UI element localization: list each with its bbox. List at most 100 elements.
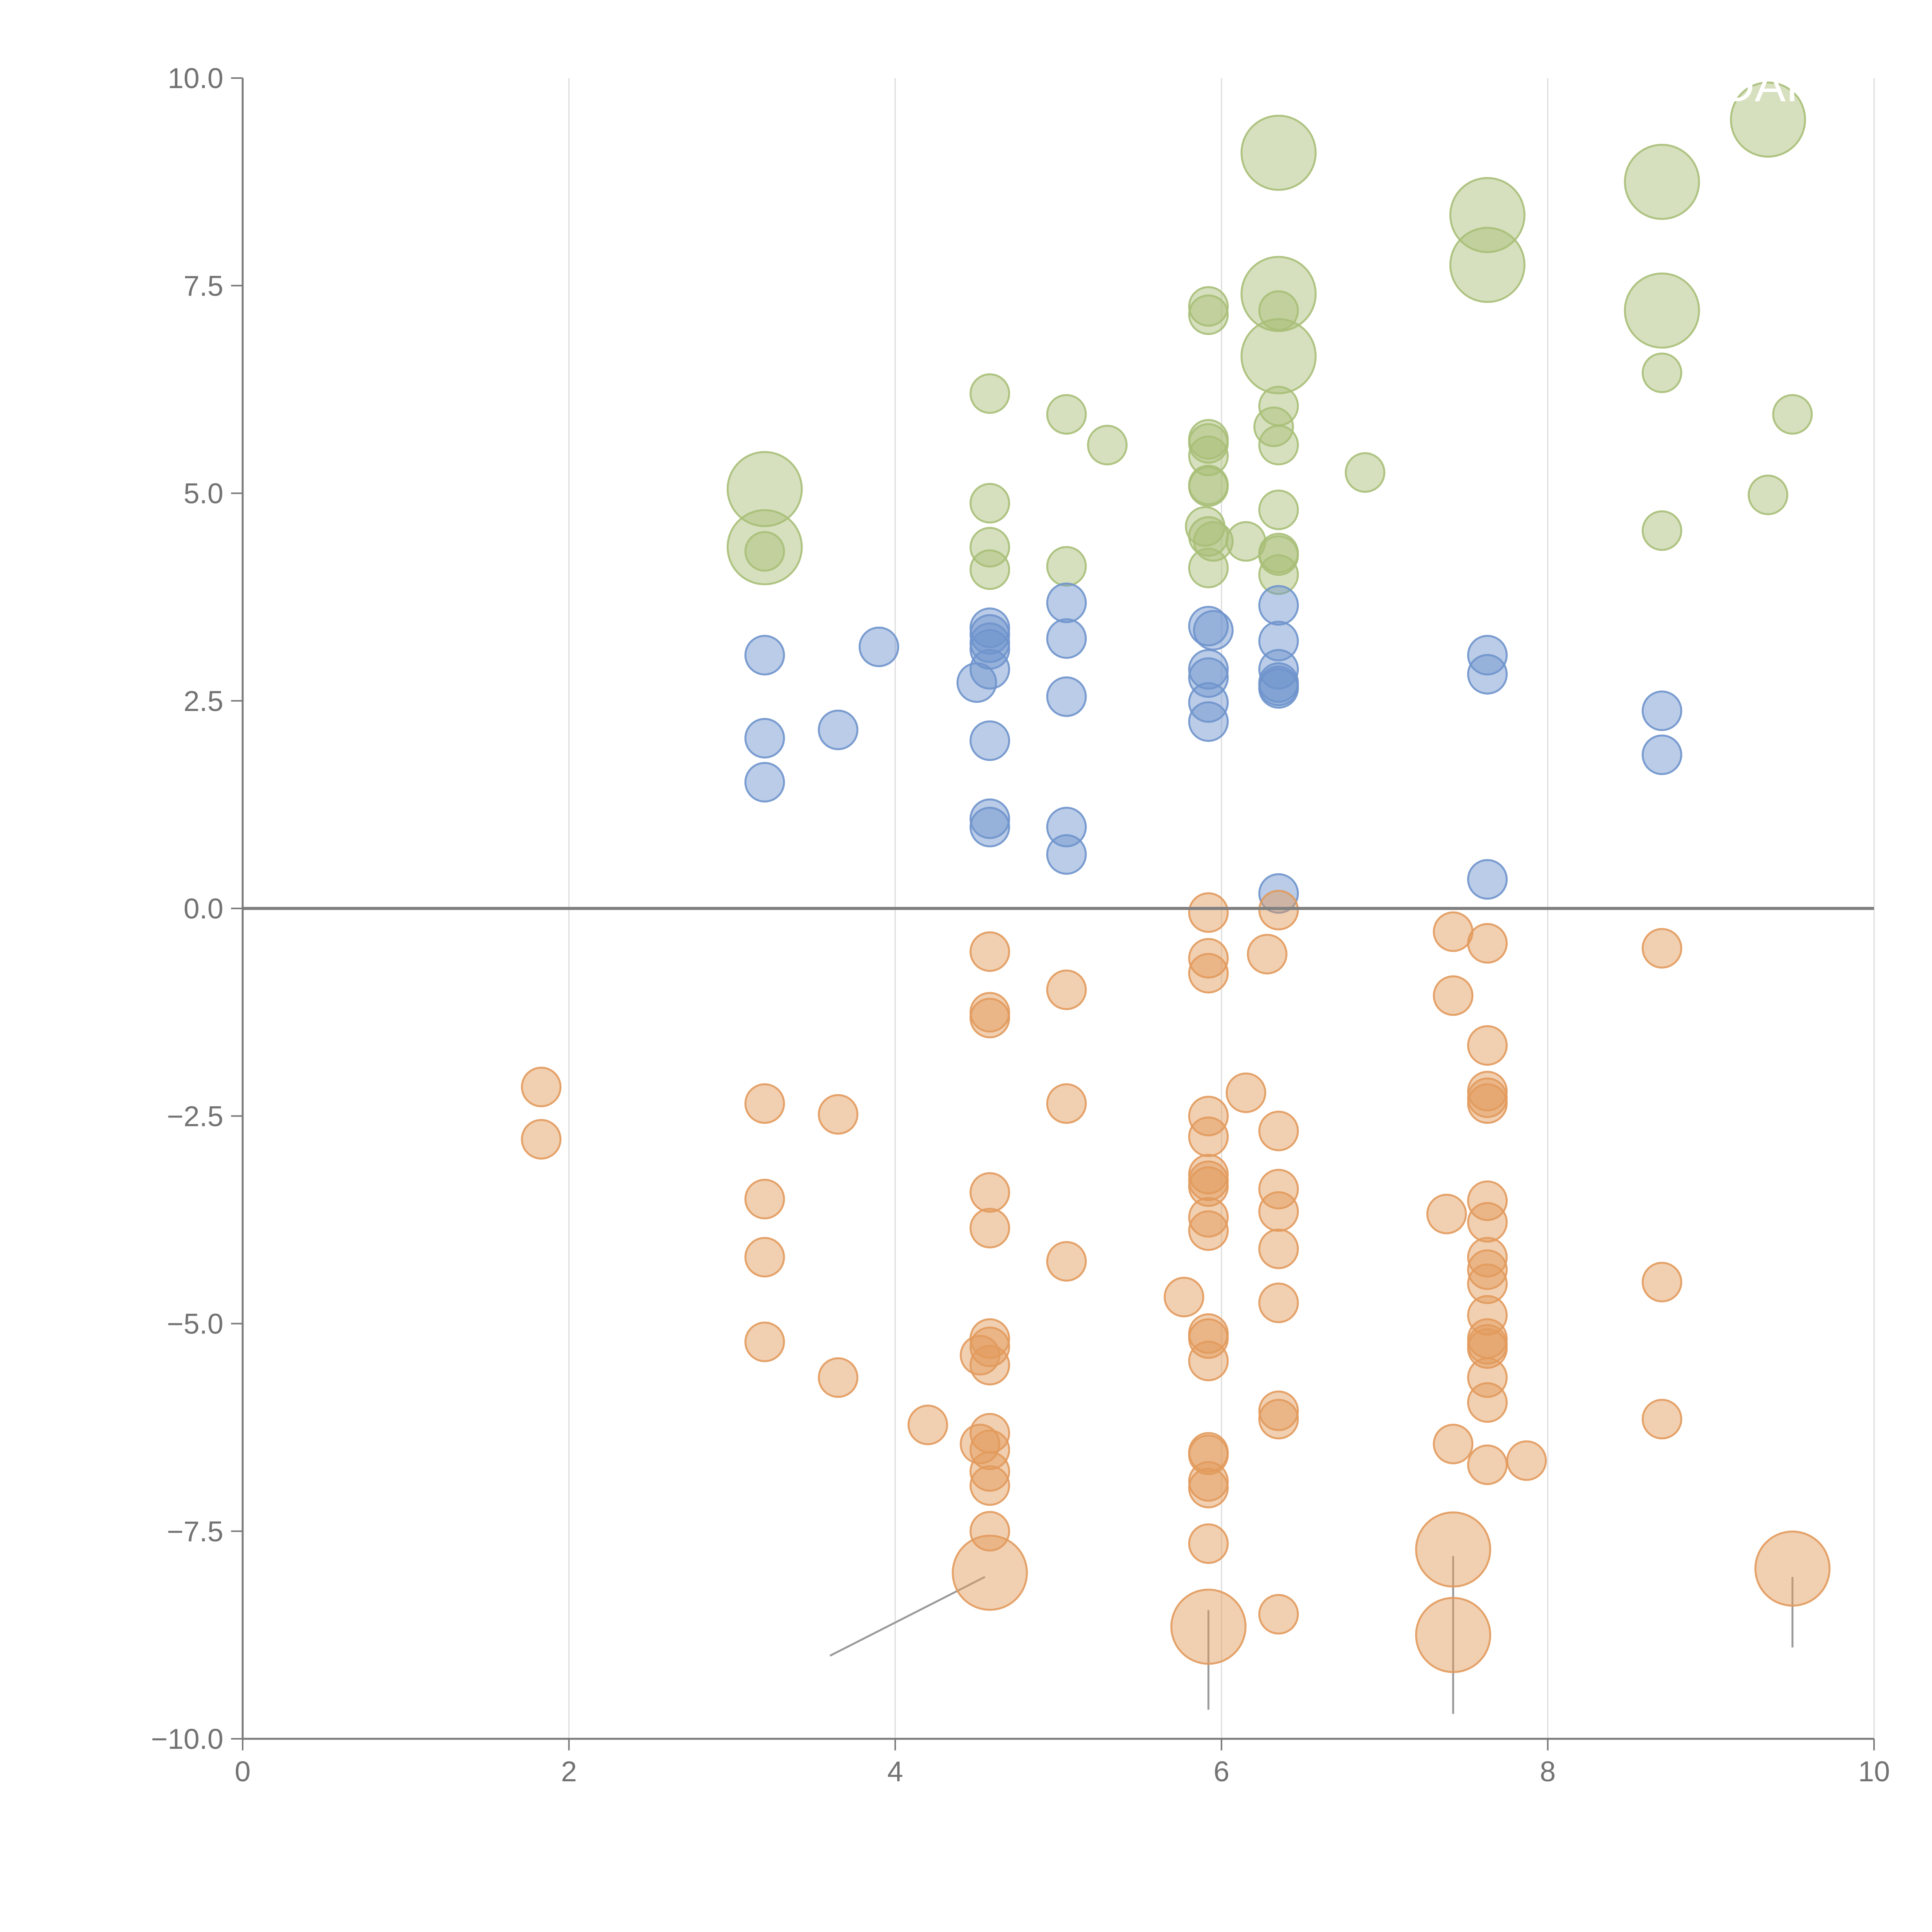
scatter-point-high	[1772, 394, 1813, 435]
scatter-point-middle	[1641, 690, 1682, 731]
scatter-point-low	[1467, 1357, 1508, 1398]
scatter-point-middle	[1467, 859, 1508, 900]
scatter-point-low	[1188, 1166, 1229, 1207]
scatter-point-high	[726, 451, 803, 527]
scatter-point-high	[1240, 318, 1317, 395]
scatter-point-low	[1188, 1523, 1229, 1564]
scatter-point-low	[1247, 934, 1287, 975]
scatter-point-high	[1748, 474, 1789, 515]
scatter-point-low	[744, 1179, 785, 1219]
scatter-point-low	[969, 1465, 1010, 1506]
scatter-point-middle	[1046, 834, 1087, 875]
annotations: DAI	[1721, 60, 1798, 111]
scatter-point-middle	[1046, 676, 1087, 717]
data-points	[521, 81, 1831, 1673]
y-tick-label: −2.5	[167, 1100, 223, 1132]
scatter-point-low	[521, 1119, 562, 1160]
scatter-point-middle	[818, 709, 859, 750]
scatter-point-low	[818, 1357, 859, 1398]
scatter-point-middle	[1258, 873, 1299, 914]
y-tick-label: 2.5	[184, 685, 223, 717]
scatter-point-middle	[1641, 734, 1682, 775]
scatter-point-middle	[1258, 621, 1299, 662]
scatter-point-low	[1506, 1440, 1547, 1481]
y-tick-label: 0.0	[184, 893, 223, 925]
scatter-point-high	[1188, 294, 1229, 335]
scatter-point-high	[1449, 227, 1526, 303]
scatter-point-low	[969, 1345, 1010, 1386]
scatter-point-high	[1087, 425, 1128, 466]
scatter-point-high	[1188, 435, 1229, 476]
x-tick-label: 0	[235, 1755, 250, 1787]
scatter-point-low	[818, 1094, 859, 1135]
scatter-point-low	[907, 1405, 948, 1446]
scatter-point-middle	[969, 798, 1010, 839]
scatter-point-low	[969, 1511, 1010, 1552]
scatter-point-high	[1046, 394, 1087, 435]
scatter-point-low	[1188, 1210, 1229, 1251]
scatter-point-low	[1467, 1180, 1508, 1221]
scatter-point-low	[1467, 1263, 1508, 1304]
scatter-point-middle	[1188, 657, 1229, 698]
scatter-point-high	[1641, 352, 1682, 393]
scatter-point-low	[1467, 1382, 1508, 1423]
scatter-point-low	[1258, 1594, 1299, 1635]
y-tick-label: −5.0	[167, 1308, 223, 1340]
scatter-point-low	[969, 1451, 1010, 1492]
scatter-point-high	[969, 549, 1010, 590]
scatter-point-low	[969, 1429, 1010, 1470]
x-tick-label: 8	[1540, 1755, 1556, 1787]
scatter-point-low	[1415, 1511, 1492, 1588]
scatter-point-middle	[1046, 582, 1087, 623]
scatter-point-high	[1188, 286, 1229, 327]
scatter-point-high	[969, 527, 1010, 568]
scatter-point-low	[521, 1066, 562, 1107]
y-tick-label: −10.0	[151, 1723, 223, 1755]
scatter-point-high	[1624, 272, 1700, 349]
scatter-point-high	[969, 373, 1010, 414]
scatter-point-low	[1258, 1228, 1299, 1269]
x-tick-label: 2	[561, 1755, 577, 1787]
scatter-point-low	[744, 1321, 785, 1362]
scatter-point-high	[1641, 510, 1682, 551]
scatter-point-low	[1433, 1423, 1474, 1464]
scatter-point-middle	[1193, 610, 1234, 651]
scatter-point-middle	[744, 635, 785, 676]
scatter-point-low	[1467, 1444, 1508, 1485]
scatter-point-low	[1641, 928, 1682, 969]
y-tick-label: 5.0	[184, 478, 223, 510]
scatter-point-low	[1046, 1241, 1087, 1282]
scatter-point-low	[1188, 1340, 1229, 1381]
scatter-point-low	[969, 931, 1010, 972]
tick-labels: 0 2 4 6 8 10 −10.0 −7.5 −5.0 −2.5 0.0 2.5 5.0 7.5 10.0	[151, 62, 1890, 1787]
annotation-label: DAI	[1721, 60, 1798, 111]
scatter-point-middle	[969, 720, 1010, 761]
scatter-point-high	[1188, 466, 1229, 507]
scatter-point-low	[1426, 1194, 1467, 1235]
scatter-point-low	[1467, 1295, 1508, 1336]
scatter-point-low	[744, 1237, 785, 1278]
scatter-point-low	[1188, 1116, 1229, 1157]
scatter-point-middle	[969, 614, 1010, 655]
scatter-point-high	[969, 483, 1010, 524]
scatter-point-middle	[744, 718, 785, 759]
scatter-point-low	[1641, 1399, 1682, 1440]
scatter-point-low	[1188, 892, 1229, 933]
y-tick-label: −7.5	[167, 1515, 223, 1548]
scatter-point-low	[969, 1172, 1010, 1213]
scatter-point-high	[1624, 144, 1700, 220]
scatter-point-low	[1163, 1277, 1204, 1318]
scatter-point-middle	[1188, 649, 1229, 690]
scatter-point-low	[1188, 1095, 1229, 1136]
x-tick-label: 10	[1858, 1755, 1890, 1787]
scatter-point-low	[1170, 1588, 1247, 1665]
scatter-point-high	[1188, 423, 1229, 464]
scatter-point-middle	[859, 626, 900, 667]
scatter-point-high	[1188, 548, 1229, 588]
scatter-point-low	[1258, 1191, 1299, 1232]
scatter-point-low	[1046, 969, 1087, 1010]
scatter-point-low	[1467, 1025, 1508, 1066]
scatter-point-high	[726, 509, 803, 585]
y-tick-label: 10.0	[168, 62, 223, 94]
scatter-point-low	[1754, 1530, 1831, 1607]
